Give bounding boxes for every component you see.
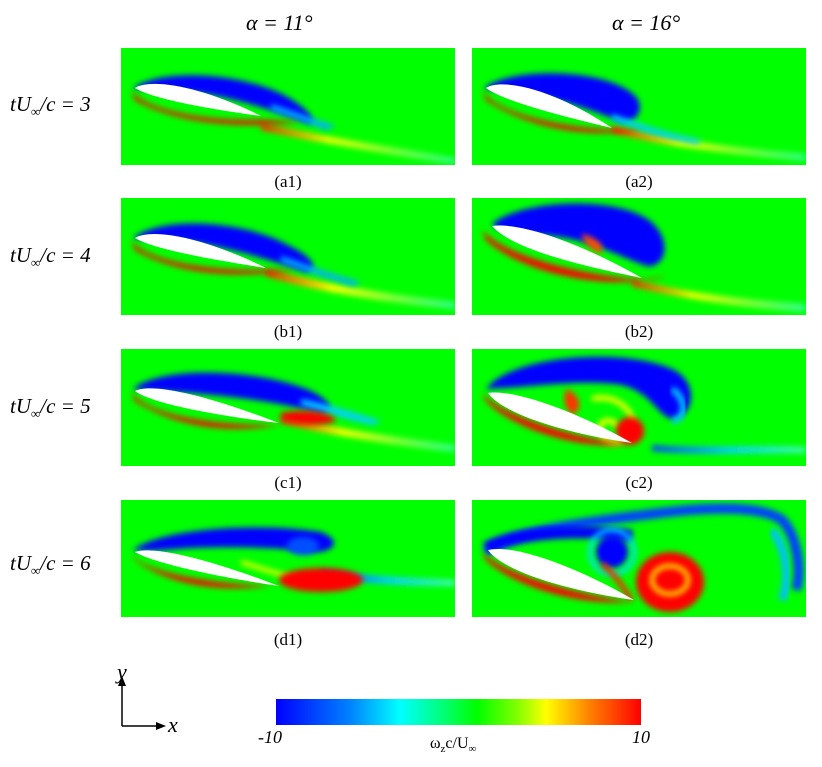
- colorbar: [276, 699, 641, 725]
- y-axis-arrowhead: [118, 676, 126, 686]
- caption-c2: (c2): [625, 473, 653, 492]
- vorticity-panel-d1: [121, 500, 455, 617]
- y-axis-label: y: [117, 659, 127, 684]
- row-heading-time-4: tU∞/c = 4: [10, 243, 91, 271]
- coordinate-axes: [112, 660, 202, 740]
- x-axis-arrowhead: [156, 722, 166, 730]
- caption-d2: (d2): [624, 630, 654, 649]
- colorbar-max-label: 10: [632, 727, 650, 747]
- colorbar-title: ωzc/U∞: [430, 735, 477, 756]
- x-axis-label: x: [168, 712, 178, 737]
- caption-a2: (a2): [625, 172, 653, 191]
- row-heading-time-6: tU∞/c = 6: [10, 551, 91, 579]
- caption-a1: (a1): [274, 172, 302, 191]
- vorticity-panel-a2: [472, 48, 806, 165]
- caption-b2: (b2): [624, 322, 654, 341]
- colorbar-min-label: -10: [258, 727, 282, 747]
- row-heading-time-3: tU∞/c = 3: [10, 92, 91, 120]
- caption-b1: (b1): [273, 322, 303, 341]
- vorticity-panel-c1: [121, 349, 455, 466]
- row-heading-time-5: tU∞/c = 5: [10, 394, 91, 422]
- vorticity-panel-c2: [472, 349, 806, 466]
- column-heading-alpha-11: α = 11°: [246, 10, 313, 35]
- column-heading-alpha-16: α = 16°: [612, 10, 681, 35]
- vorticity-panel-b2: [472, 198, 806, 315]
- vorticity-panel-d2: [472, 500, 806, 617]
- vorticity-panel-b1: [121, 198, 455, 315]
- vorticity-panel-a1: [121, 48, 455, 165]
- caption-c1: (c1): [274, 473, 302, 492]
- caption-d1: (d1): [273, 630, 303, 649]
